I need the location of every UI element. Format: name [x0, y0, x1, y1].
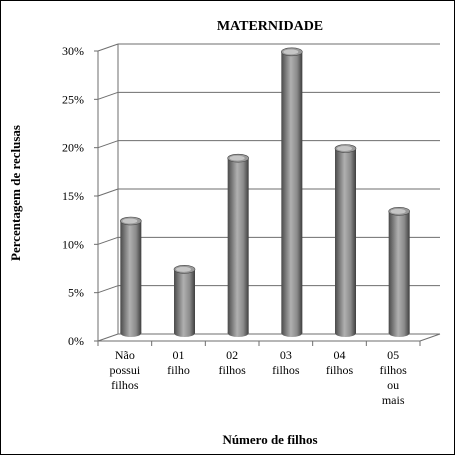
bar	[334, 144, 357, 337]
x-category-label: 02 filhos	[218, 348, 246, 377]
gridline-side	[97, 188, 119, 197]
x-category-label: 04 filhos	[326, 348, 354, 377]
y-tick-labels: 0% 5% 10% 15% 20% 25% 30%	[62, 44, 84, 348]
gridline-side	[97, 91, 119, 100]
gridline-side	[97, 333, 119, 342]
gridline-side	[97, 285, 119, 294]
gridline-side	[97, 236, 119, 245]
y-tick-label: 20%	[62, 141, 84, 155]
y-tick-label: 10%	[62, 237, 84, 251]
x-category-label: 01 filho	[167, 348, 190, 377]
gridlines	[94, 43, 441, 346]
bar	[281, 47, 303, 337]
bar	[173, 265, 196, 337]
y-tick-label: 0%	[68, 334, 84, 348]
x-axis-title: Número de filhos	[222, 432, 317, 447]
x-category-labels: Não possui filhos 01 filho 02 filhos 03 filhos 04…	[109, 348, 407, 407]
x-category-label: 03 filhos	[272, 348, 300, 377]
bar	[227, 153, 249, 337]
y-tick-label: 30%	[62, 44, 84, 58]
bar	[120, 216, 142, 337]
y-tick-label: 5%	[68, 286, 84, 300]
x-category-label: Não possui filhos	[109, 348, 140, 392]
y-axis-title: Percentagem de reclusas	[8, 125, 23, 261]
bars	[120, 47, 410, 337]
y-tick-label: 15%	[62, 189, 84, 203]
y-tick-label: 25%	[62, 92, 84, 106]
x-category-label: 05 filhos ou mais	[379, 348, 407, 407]
chart-title: MATERNIDADE	[217, 19, 323, 34]
floor-edge	[419, 333, 441, 342]
gridline-side	[97, 140, 119, 149]
bar	[388, 207, 410, 337]
gridline-side	[97, 43, 119, 52]
